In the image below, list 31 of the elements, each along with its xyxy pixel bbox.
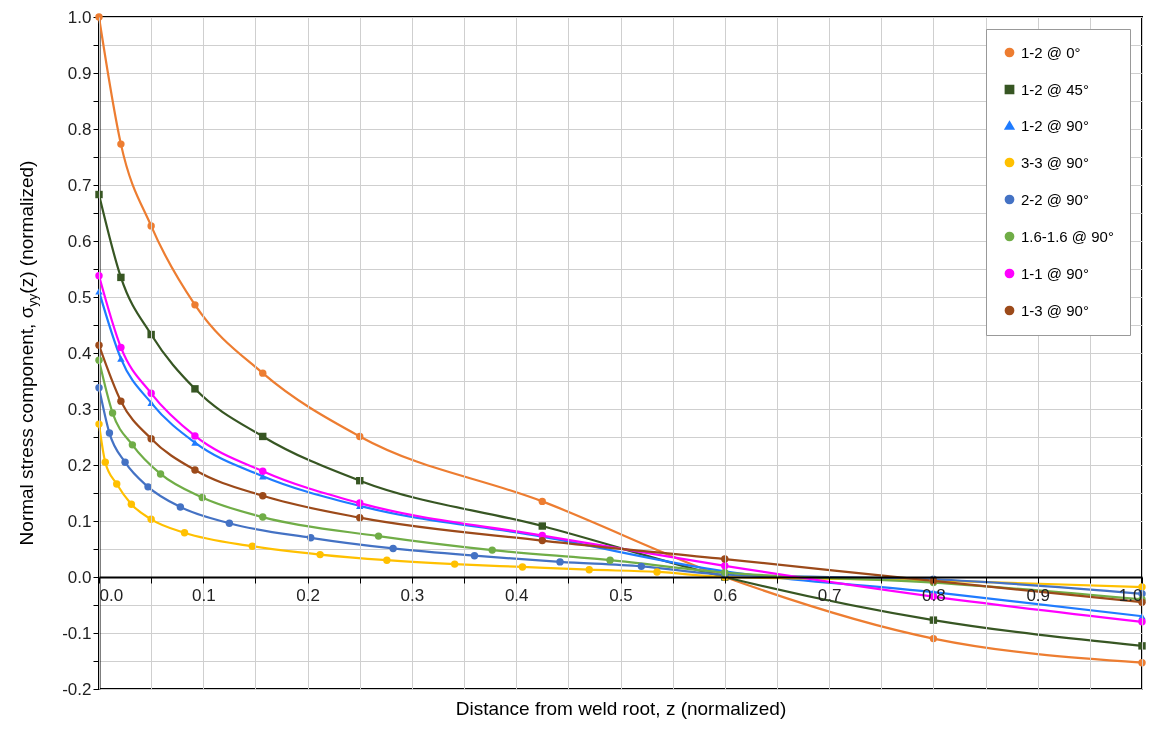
y-tick-label: -0.1 — [62, 623, 92, 643]
legend-label: 1-2 @ 0° — [1021, 43, 1081, 61]
y-tick-label: 0.0 — [67, 567, 92, 587]
legend-label: 1.6-1.6 @ 90° — [1021, 227, 1114, 245]
legend-label: 2-2 @ 90° — [1021, 190, 1089, 208]
x-tick-label: 0.3 — [400, 585, 425, 605]
legend-label: 3-3 @ 90° — [1021, 153, 1089, 171]
x-tick-label: 0.2 — [296, 585, 320, 605]
y-tick-label: 0.1 — [67, 511, 92, 531]
y-tick-label: 0.7 — [67, 175, 92, 195]
x-tick-label: 0.8 — [922, 585, 946, 605]
x-tick-label: 1.0 — [1118, 585, 1143, 605]
y-tick-label: 0.2 — [67, 455, 92, 475]
y-tick-label: 0.8 — [67, 119, 92, 139]
legend-label: 1-2 @ 45° — [1021, 80, 1089, 98]
y-tick-label: 1.0 — [67, 7, 92, 27]
legend-label: 1-2 @ 90° — [1021, 116, 1089, 134]
x-axis-title: Distance from weld root, z (normalized) — [455, 697, 787, 719]
y-tick-label: 0.3 — [67, 399, 92, 419]
y-tick-label: 0.6 — [67, 231, 92, 251]
y-tick-label: 0.9 — [67, 63, 92, 83]
legend-label: 1-1 @ 90° — [1021, 264, 1089, 282]
x-tick-label: 0.1 — [191, 585, 216, 605]
x-tick-label: 0.5 — [609, 585, 633, 605]
y-tick-label: 0.5 — [67, 287, 92, 307]
legend-label: 1-3 @ 90° — [1021, 301, 1089, 319]
x-tick-label: 0.7 — [817, 585, 842, 605]
x-tick-label: 0.6 — [713, 585, 738, 605]
x-tick-label: 0.4 — [504, 585, 529, 605]
y-tick-label: 0.4 — [67, 343, 92, 363]
y-tick-label: -0.2 — [62, 679, 92, 699]
